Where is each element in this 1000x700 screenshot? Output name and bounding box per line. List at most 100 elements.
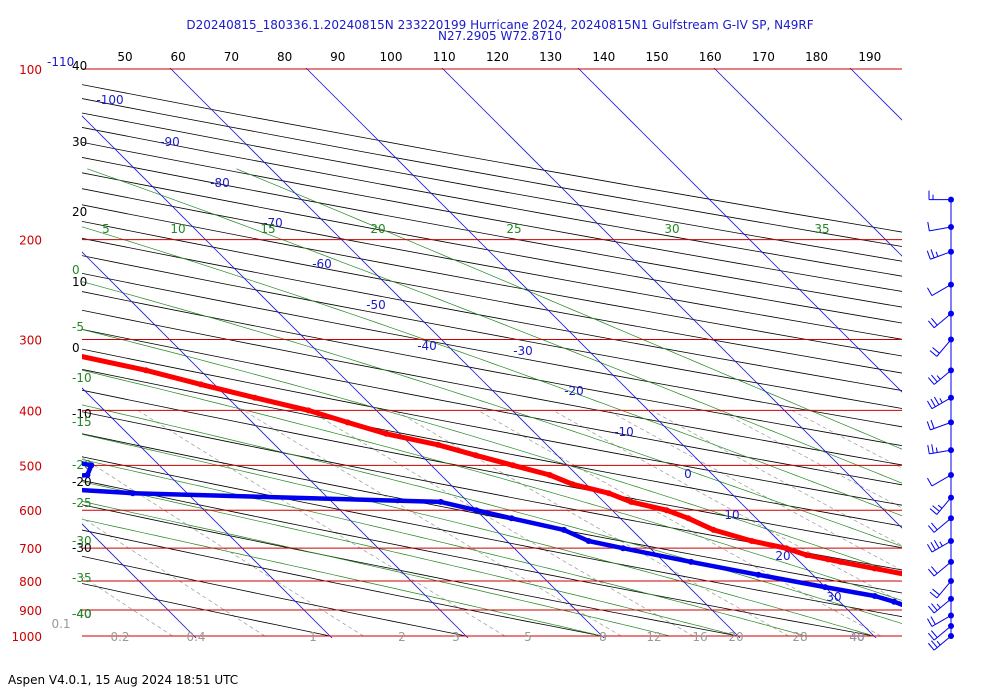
isotherm-value-label: -50 <box>366 298 386 312</box>
wind-barb-shaft <box>933 517 952 533</box>
wind-barb-half-flag <box>935 251 939 257</box>
wind-barb-flag <box>927 320 935 329</box>
wind-barb-flag <box>932 347 940 354</box>
wind-barb-flag <box>929 350 938 357</box>
temperature-point <box>251 394 258 401</box>
temperature-point <box>710 526 717 533</box>
temperature-tick-label: 60 <box>171 50 186 64</box>
wind-barb-shaft <box>933 625 952 641</box>
dry-adiabat-line <box>82 172 902 324</box>
temperature-tick-label: 50 <box>117 50 132 64</box>
wind-barb-flag <box>930 616 936 625</box>
moist-adiabat-line <box>82 404 902 624</box>
wind-barb-flag <box>930 419 935 429</box>
isotherm-value-label: -40 <box>417 339 437 353</box>
wind-barb-half-flag <box>936 603 941 609</box>
mixing-ratio-label: 1 <box>309 630 317 644</box>
wind-barb-flag <box>929 508 938 515</box>
dry-adiabat-line <box>82 583 331 637</box>
temperature-point <box>803 552 810 559</box>
wind-barb-shaft <box>931 284 952 297</box>
wind-barb-flag <box>930 398 936 407</box>
wind-barb-flag <box>927 400 933 409</box>
dewpoint-trace <box>82 461 902 608</box>
isotherm-value-label: 20 <box>775 549 790 563</box>
isotherm-line <box>82 387 333 638</box>
temperature-point <box>605 490 612 497</box>
pressure-tick-label: 500 <box>19 459 42 473</box>
theta-e-label: -25 <box>72 496 92 510</box>
moist-adiabat-line <box>82 369 902 601</box>
wind-barb-flag <box>927 287 933 296</box>
temperature-tick-label: 130 <box>539 50 562 64</box>
wind-barb-flag <box>927 477 933 487</box>
wind-barb-flag <box>932 505 940 512</box>
mixing-ratio-line <box>552 410 902 603</box>
wind-barb-flag <box>927 525 935 533</box>
wind-barb-shaft <box>933 313 952 329</box>
dry-adiabat-line <box>82 237 902 391</box>
dry-adiabat-line <box>82 348 902 506</box>
mixing-ratio-label: 12 <box>646 630 661 644</box>
dry-adiabat-line <box>82 555 467 637</box>
isotherm-line <box>82 251 469 638</box>
dry-adiabat-line <box>82 272 902 428</box>
temperature-point <box>748 538 755 544</box>
wind-barb-half-flag <box>936 640 941 646</box>
temperature-point <box>925 578 931 584</box>
dry-adiabat-line <box>82 411 902 571</box>
wind-barb-flag <box>927 632 935 641</box>
moist-adiabat-label: 10 <box>170 222 185 236</box>
theta-e-label: -20 <box>72 458 92 472</box>
wind-barb-flag <box>927 444 930 454</box>
isotherm-value-label: -90 <box>160 135 180 149</box>
isotherm-line <box>713 68 902 257</box>
wind-barb-half-flag <box>939 541 943 547</box>
chart-subtitle-location: N27.2905 W72.8710 <box>438 29 562 43</box>
wind-barb-flag <box>930 541 936 551</box>
wind-barb-flag <box>931 630 938 638</box>
wind-barb-flag <box>927 618 933 627</box>
temperature-point <box>837 558 844 565</box>
moist-adiabat-line <box>82 281 902 547</box>
moist-adiabat-label: 30 <box>664 222 679 236</box>
isotherm-value-label: -20 <box>564 384 584 398</box>
mixing-ratio-label: 40 <box>849 630 864 644</box>
wind-barb-shaft <box>933 369 952 385</box>
temperature-tick-label: 140 <box>592 50 615 64</box>
temperature-point <box>142 367 149 374</box>
wind-barb-flag <box>931 522 938 531</box>
dewpoint-point <box>871 593 878 599</box>
temperature-point <box>197 381 204 388</box>
pressure-tick-label: 100 <box>19 63 42 77</box>
temperature-point <box>546 472 553 478</box>
isotherm-line <box>961 43 1000 648</box>
isotherm-line <box>441 68 902 529</box>
dewpoint-point <box>688 558 695 565</box>
isotherm-line <box>82 523 197 638</box>
mixing-ratio-line <box>137 410 506 637</box>
temperature-point <box>305 407 312 414</box>
temperature-point <box>663 507 670 514</box>
wind-barb-flag <box>931 374 938 383</box>
mixing-ratio-label: 0.4 <box>186 630 205 644</box>
isotherm-value-label: 30 <box>826 590 841 604</box>
pressure-tick-label: 400 <box>19 404 42 418</box>
temperature-tick-label: 150 <box>646 50 669 64</box>
wind-barb-flag <box>926 250 931 260</box>
theta-label: -30 <box>72 541 92 555</box>
moist-adiabat-line <box>82 481 739 637</box>
dry-adiabat-line <box>82 291 902 447</box>
wind-barb-flag <box>927 543 933 553</box>
wind-barb-shaft <box>931 615 952 627</box>
dewpoint-point <box>891 598 898 605</box>
dewpoint-point <box>620 545 626 552</box>
temperature-tick-label: 170 <box>752 50 775 64</box>
mixing-ratio-label: 5 <box>524 630 532 644</box>
moist-adiabat-label: 5 <box>102 222 110 236</box>
wind-barb-flag <box>931 317 938 326</box>
mixing-ratio-label: 16 <box>692 630 707 644</box>
isotherm-value-label: -60 <box>312 257 332 271</box>
temperature-point <box>685 515 692 522</box>
theta-label: -20 <box>72 475 92 489</box>
